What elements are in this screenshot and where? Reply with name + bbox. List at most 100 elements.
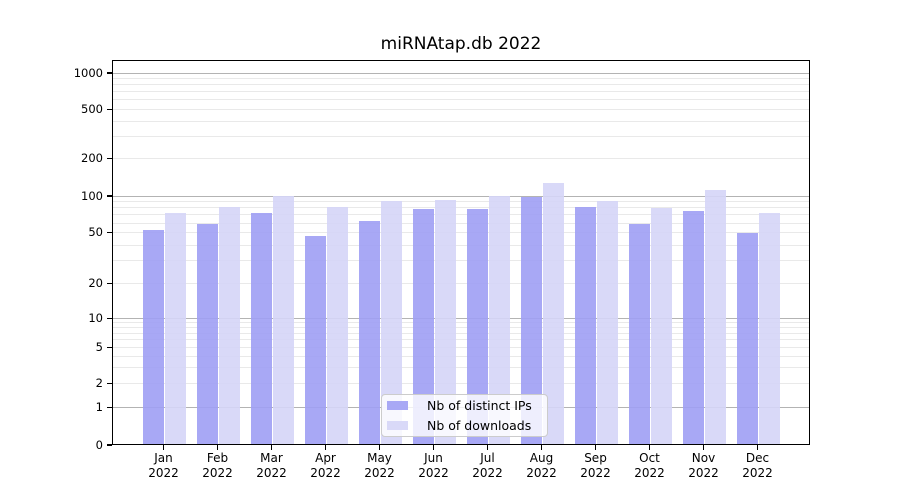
bar-distinct-ips-jan [143, 230, 164, 444]
legend-swatch-distinct-ips [387, 401, 408, 410]
y-tick-mark [107, 72, 112, 74]
gridline-minor [113, 84, 809, 86]
gridline-minor [113, 367, 809, 369]
legend-row: Nb of downloads [387, 418, 541, 433]
gridline-minor [113, 347, 809, 349]
y-tick-label: 500 [81, 102, 103, 116]
chart-title: miRNAtap.db 2022 [380, 34, 542, 54]
x-tick-mark [486, 445, 489, 450]
gridline-minor [113, 214, 809, 216]
y-tick-mark [107, 195, 112, 197]
gridline-minor [113, 260, 809, 262]
x-tick-label: Mar 2022 [256, 451, 287, 481]
y-tick-label: 5 [95, 340, 103, 355]
bar-distinct-ips-may [359, 220, 380, 444]
x-tick-mark [756, 445, 759, 450]
y-tick-mark [107, 382, 112, 385]
legend-label-distinct-ips: Nb of distinct IPs [427, 398, 532, 413]
y-tick-label: 200 [81, 151, 103, 165]
gridline-minor [113, 158, 809, 159]
y-tick-mark [107, 346, 112, 349]
y-tick-mark [107, 231, 112, 234]
x-tick-mark [540, 445, 543, 450]
x-tick-label: Sep 2022 [580, 451, 611, 481]
legend-swatch-downloads [387, 421, 408, 430]
legend-row: Nb of distinct IPs [387, 398, 541, 413]
bar-downloads-aug [543, 183, 564, 444]
bar-distinct-ips-jun [413, 209, 434, 444]
x-tick-label: Feb 2022 [202, 451, 233, 481]
y-tick-mark [107, 157, 112, 160]
gridline-minor [113, 222, 809, 224]
x-tick-label: May 2022 [364, 451, 395, 481]
legend: Nb of distinct IPs Nb of downloads [381, 394, 548, 437]
y-tick-label: 1 [95, 400, 103, 415]
bar-distinct-ips-feb [197, 224, 218, 444]
bar-distinct-ips-oct [629, 224, 650, 444]
gridline-minor [113, 136, 809, 138]
gridline-minor [113, 244, 809, 246]
bar-downloads-nov [705, 190, 726, 444]
y-tick-label: 0 [95, 437, 103, 452]
y-tick-label: 10 [88, 310, 103, 325]
bar-distinct-ips-dec [737, 233, 758, 444]
gridline-minor [113, 232, 809, 234]
gridline-minor [113, 322, 809, 324]
x-tick-mark [216, 445, 219, 450]
bar-downloads-mar [273, 195, 294, 444]
x-tick-label: Dec 2022 [742, 451, 773, 481]
plot-area: Nb of distinct IPs Nb of downloads [112, 60, 810, 445]
bar-downloads-oct [651, 207, 672, 444]
bar-downloads-apr [327, 207, 348, 444]
bar-downloads-jan [165, 212, 186, 444]
x-tick-label: Jul 2022 [472, 451, 503, 481]
gridline-minor [113, 78, 809, 80]
gridline-minor [113, 339, 809, 341]
gridline-minor [113, 282, 809, 284]
y-tick-label: 100 [81, 188, 103, 203]
bar-distinct-ips-aug [521, 197, 542, 444]
bar-distinct-ips-nov [683, 210, 704, 444]
x-tick-mark [594, 445, 597, 450]
x-tick-label: Oct 2022 [634, 451, 665, 481]
y-tick-label: 2 [95, 375, 103, 390]
gridline-minor [113, 91, 809, 93]
x-tick-label: Jan 2022 [148, 451, 179, 481]
y-tick-mark [107, 282, 112, 285]
x-tick-label: Aug 2022 [526, 451, 557, 481]
gridline-minor [113, 382, 809, 384]
bar-distinct-ips-mar [251, 212, 272, 444]
bars-layer [113, 61, 809, 444]
y-tick-mark [107, 444, 112, 446]
bar-downloads-jun [435, 199, 456, 444]
gridline-minor [113, 332, 809, 334]
x-tick-mark [324, 445, 327, 450]
bar-distinct-ips-sep [575, 207, 596, 444]
grid-layer [113, 61, 809, 444]
x-tick-mark [432, 445, 435, 450]
gridline-major [113, 317, 809, 319]
x-tick-mark [702, 445, 705, 450]
y-tick-mark [107, 317, 112, 320]
y-tick-label: 1000 [73, 65, 103, 80]
bar-distinct-ips-apr [305, 235, 326, 444]
gridline-major [113, 195, 809, 197]
y-tick-mark [107, 406, 112, 409]
bar-downloads-dec [759, 212, 780, 444]
gridline-minor [113, 207, 809, 209]
gridline-minor [113, 327, 809, 329]
gridline-minor [113, 99, 809, 101]
x-tick-mark [648, 445, 651, 450]
y-tick-label: 50 [88, 225, 103, 240]
x-tick-mark [378, 445, 381, 450]
gridline-major [113, 72, 809, 74]
bar-downloads-sep [597, 201, 618, 444]
x-tick-label: Nov 2022 [688, 451, 719, 481]
bar-downloads-feb [219, 207, 240, 444]
bar-distinct-ips-jul [467, 208, 488, 444]
y-tick-mark [107, 108, 112, 111]
y-tick-label: 20 [88, 275, 103, 290]
x-tick-label: Jun 2022 [418, 451, 449, 481]
